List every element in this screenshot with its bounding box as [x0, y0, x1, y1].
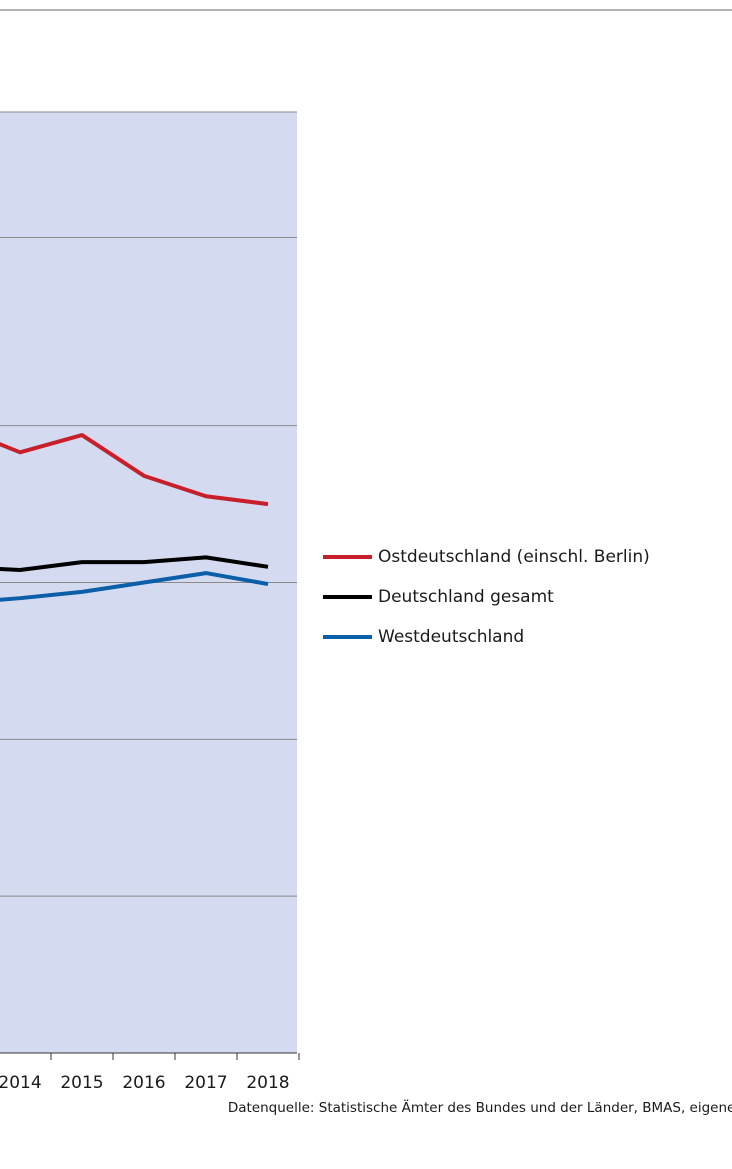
legend-label: Westdeutschland [378, 627, 524, 647]
source-note: Datenquelle: Statistische Ämter des Bund… [228, 1098, 732, 1116]
legend-label: Deutschland gesamt [378, 587, 554, 607]
series-line [0, 555, 269, 572]
x-tick-label: 2014 [0, 1073, 42, 1093]
series-line [0, 571, 269, 602]
x-tick-label: 2015 [60, 1073, 103, 1093]
x-tick-label: 2017 [184, 1073, 227, 1093]
x-tick-label: 2016 [122, 1073, 165, 1093]
legend-label: Ostdeutschland (einschl. Berlin) [378, 547, 650, 567]
x-tick-label: 2018 [246, 1073, 289, 1093]
series-line [0, 433, 269, 507]
